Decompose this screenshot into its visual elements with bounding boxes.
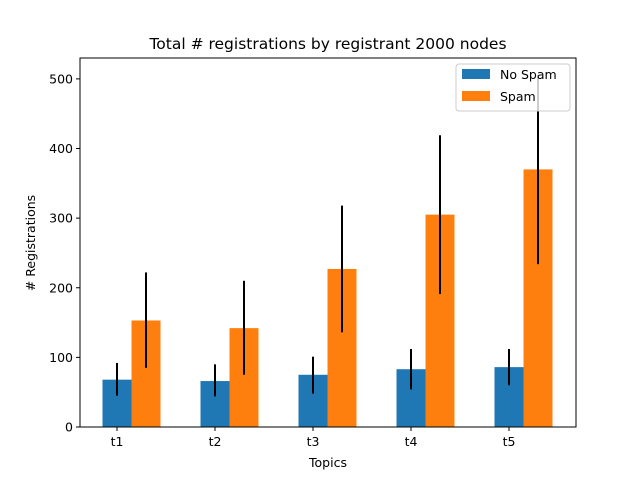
x-tick-label-t5: t5 xyxy=(503,434,516,449)
plot-frame xyxy=(79,57,577,428)
x-axis: t1 t2 t3 t4 t5 xyxy=(111,427,516,449)
x-tick-label-t2: t2 xyxy=(209,434,222,449)
y-axis: 0 100 200 300 400 500 xyxy=(49,71,80,435)
legend-swatch-no-spam xyxy=(462,69,490,79)
y-tick-label: 200 xyxy=(49,280,73,295)
y-tick-label: 100 xyxy=(49,350,73,365)
x-tick-label-t4: t4 xyxy=(405,434,418,449)
y-tick-label: 400 xyxy=(49,141,73,156)
plot-area: 0 100 200 300 400 500 t1 t2 t3 t4 t5 xyxy=(49,57,577,449)
legend: No Spam Spam xyxy=(455,63,571,112)
legend-label-no-spam: No Spam xyxy=(500,67,557,82)
y-tick-label: 500 xyxy=(49,71,73,86)
y-tick-label: 300 xyxy=(49,211,73,226)
bars-group xyxy=(102,169,553,427)
y-axis-label: # Registrations xyxy=(23,195,38,291)
y-tick-label: 0 xyxy=(65,420,73,435)
legend-swatch-spam xyxy=(462,91,490,101)
x-axis-label: Topics xyxy=(308,455,347,470)
error-bars-group xyxy=(116,74,539,397)
x-tick-label-t1: t1 xyxy=(111,434,124,449)
chart-title: Total # registrations by registrant 2000… xyxy=(148,35,506,53)
x-tick-label-t3: t3 xyxy=(307,434,320,449)
legend-label-spam: Spam xyxy=(500,89,536,104)
